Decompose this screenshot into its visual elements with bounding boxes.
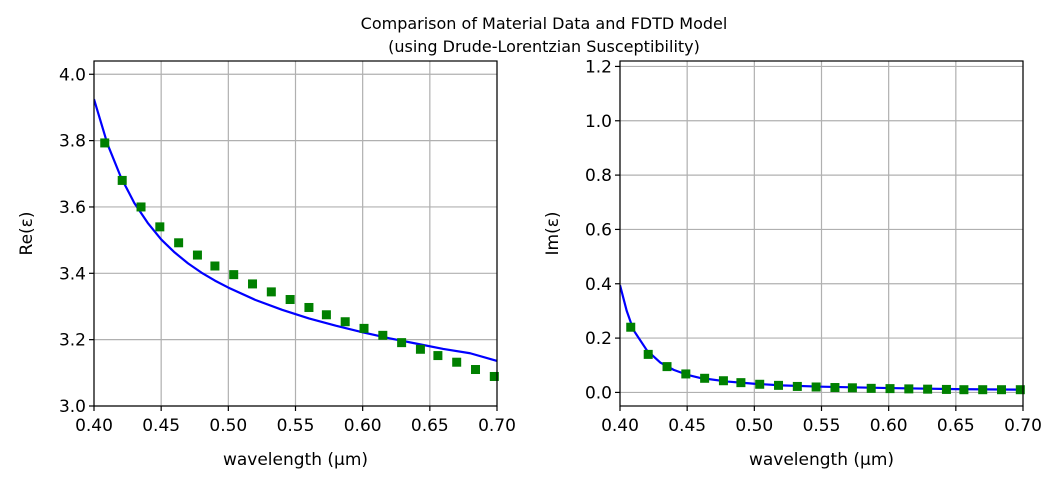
im-epsilon-data-point xyxy=(718,376,728,386)
im-epsilon-ytick-label: 1.0 xyxy=(585,112,612,132)
im-epsilon-xtick-label: 0.55 xyxy=(803,416,841,436)
re-epsilon-xtick-label: 0.45 xyxy=(142,416,180,436)
re-epsilon-data-point xyxy=(155,222,165,232)
im-epsilon-ylabel: Im(ε) xyxy=(543,211,563,255)
re-epsilon-xtick-label: 0.70 xyxy=(478,416,516,436)
re-epsilon-xlabel: wavelength (μm) xyxy=(223,450,368,470)
im-epsilon-data-point xyxy=(978,385,988,395)
im-epsilon-data-point xyxy=(643,349,653,359)
im-epsilon-ytick-label: 1.2 xyxy=(585,57,612,77)
re-epsilon-data-point xyxy=(415,344,425,354)
re-epsilon-data-point xyxy=(359,323,369,333)
im-epsilon-ticks: 0.40 0.45 0.50 0.55 0.60 0.65 0.70 0.0 0.2 0.4 0.6… xyxy=(585,57,1042,436)
re-epsilon-data-point xyxy=(192,250,202,260)
re-epsilon-data-point xyxy=(321,310,331,320)
re-epsilon-data-point xyxy=(452,357,462,367)
im-epsilon-panel: 0.40 0.45 0.50 0.55 0.60 0.65 0.70 0.0 0.2 0.4 0.6… xyxy=(543,57,1042,470)
re-epsilon-ytick-label: 3.8 xyxy=(59,132,86,152)
im-epsilon-xtick-label: 0.60 xyxy=(870,416,908,436)
re-epsilon-data-point xyxy=(100,138,110,148)
re-epsilon-data-point xyxy=(117,175,127,185)
re-epsilon-data-point xyxy=(489,371,499,381)
re-epsilon-data-series xyxy=(100,138,499,381)
im-epsilon-data-point xyxy=(866,383,876,393)
re-epsilon-data-point xyxy=(378,330,388,340)
re-epsilon-data-point xyxy=(397,338,407,348)
im-epsilon-data-point xyxy=(941,384,951,394)
re-epsilon-panel: 0.40 0.45 0.50 0.55 0.60 0.65 0.70 3.0 3.2 3.4 3.6… xyxy=(17,60,516,470)
im-epsilon-ytick-label: 0.2 xyxy=(585,329,612,349)
re-epsilon-ticks: 0.40 0.45 0.50 0.55 0.60 0.65 0.70 3.0 3.2 3.4 3.6… xyxy=(59,65,516,436)
re-epsilon-data-point xyxy=(229,270,239,280)
re-epsilon-data-point xyxy=(433,351,443,361)
im-epsilon-data-point xyxy=(662,362,672,372)
re-epsilon-ytick-label: 3.4 xyxy=(59,264,86,284)
im-epsilon-ytick-label: 0.0 xyxy=(585,383,612,403)
im-epsilon-ytick-label: 0.4 xyxy=(585,275,612,295)
im-epsilon-data-series xyxy=(626,322,1025,395)
im-epsilon-data-point xyxy=(736,378,746,388)
im-epsilon-grid xyxy=(619,61,1024,406)
re-epsilon-xtick-label: 0.60 xyxy=(344,416,382,436)
re-epsilon-data-point xyxy=(248,279,258,289)
re-epsilon-ytick-label: 4.0 xyxy=(59,65,86,85)
re-epsilon-xtick-label: 0.65 xyxy=(411,416,449,436)
re-epsilon-data-point xyxy=(210,261,220,271)
im-epsilon-data-point xyxy=(1015,385,1025,395)
re-epsilon-data-point xyxy=(266,287,276,297)
re-epsilon-grid xyxy=(93,61,498,407)
im-epsilon-data-point xyxy=(626,322,636,332)
re-epsilon-ytick-label: 3.0 xyxy=(59,397,86,417)
im-epsilon-ytick-label: 0.6 xyxy=(585,220,612,240)
im-epsilon-xtick-label: 0.45 xyxy=(668,416,706,436)
im-epsilon-data-point xyxy=(847,383,857,393)
im-epsilon-data-point xyxy=(997,385,1007,395)
im-epsilon-ytick-label: 0.8 xyxy=(585,166,612,186)
re-epsilon-xtick-label: 0.55 xyxy=(277,416,315,436)
figure-title-line2: (using Drude-Lorentzian Susceptibility) xyxy=(388,37,700,56)
im-epsilon-xtick-label: 0.40 xyxy=(601,416,639,436)
im-epsilon-xtick-label: 0.65 xyxy=(937,416,975,436)
im-epsilon-data-point xyxy=(792,381,802,391)
re-epsilon-data-point xyxy=(471,365,481,375)
im-epsilon-data-point xyxy=(959,385,969,395)
figure-title-line1: Comparison of Material Data and FDTD Mod… xyxy=(361,14,728,33)
re-epsilon-ytick-label: 3.2 xyxy=(59,331,86,351)
re-epsilon-ytick-label: 3.6 xyxy=(59,198,86,218)
im-epsilon-xtick-label: 0.70 xyxy=(1004,416,1042,436)
re-epsilon-xtick-label: 0.40 xyxy=(75,416,113,436)
im-epsilon-data-point xyxy=(774,380,784,390)
re-epsilon-xtick-label: 0.50 xyxy=(209,416,247,436)
im-epsilon-xlabel: wavelength (μm) xyxy=(749,450,894,470)
re-epsilon-data-point xyxy=(285,295,295,305)
re-epsilon-data-point xyxy=(304,302,314,312)
im-epsilon-data-point xyxy=(700,373,710,383)
im-epsilon-data-point xyxy=(755,379,765,389)
re-epsilon-data-point xyxy=(136,202,146,212)
im-epsilon-data-point xyxy=(830,383,840,393)
im-epsilon-data-point xyxy=(885,384,895,394)
re-epsilon-data-point xyxy=(174,238,184,248)
im-epsilon-xtick-label: 0.50 xyxy=(735,416,773,436)
im-epsilon-data-point xyxy=(681,369,691,379)
re-epsilon-ylabel: Re(ε) xyxy=(17,212,37,256)
re-epsilon-data-point xyxy=(340,317,350,327)
im-epsilon-data-point xyxy=(811,382,821,392)
im-epsilon-data-point xyxy=(923,384,933,394)
im-epsilon-data-point xyxy=(904,384,914,394)
